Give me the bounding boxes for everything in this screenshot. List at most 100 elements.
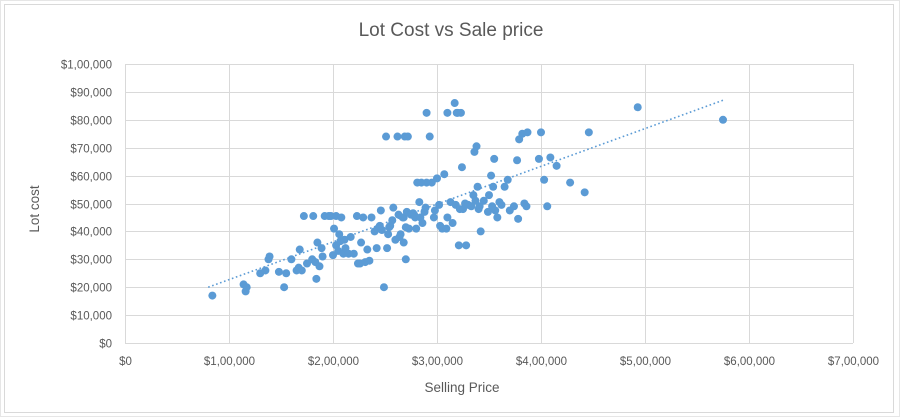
data-point — [473, 182, 482, 191]
data-point — [299, 212, 308, 221]
data-point — [440, 170, 449, 179]
x-tick-label: $5,00,000 — [620, 356, 671, 368]
chart-title: Lot Cost vs Sale price — [359, 20, 544, 41]
data-point — [367, 213, 376, 222]
data-point — [433, 174, 441, 183]
data-point — [377, 226, 386, 235]
data-point — [509, 202, 518, 211]
x-tick-label: $1,00,000 — [204, 356, 255, 368]
y-tick-label: $30,000 — [70, 255, 112, 267]
data-point — [523, 128, 532, 137]
data-point — [208, 291, 217, 300]
data-point — [489, 182, 498, 191]
x-tick-label: $3,00,000 — [412, 356, 463, 368]
data-point — [422, 108, 431, 117]
y-tick-label: $90,000 — [70, 88, 112, 100]
data-point — [349, 249, 358, 258]
data-point — [282, 269, 291, 278]
data-point — [425, 132, 434, 141]
data-point — [384, 230, 393, 239]
y-tick-label: $10,000 — [70, 311, 112, 323]
data-points — [208, 99, 727, 300]
x-axis-tick-labels: $0 $1,00,000 $2,00,000 $3,00,000 $4,00,000 $5… — [119, 356, 879, 368]
data-point — [365, 256, 374, 265]
data-point — [456, 108, 465, 117]
data-point — [537, 128, 545, 137]
x-tick-label: $0 — [119, 356, 132, 368]
x-tick-label: $4,00,000 — [516, 356, 567, 368]
data-point — [297, 266, 306, 275]
y-tick-label: $60,000 — [70, 172, 112, 184]
data-point — [415, 198, 424, 207]
y-tick-label: $1,00,000 — [61, 60, 112, 72]
data-point — [483, 207, 492, 216]
data-point — [430, 206, 439, 215]
data-point — [274, 267, 283, 276]
x-axis-title: Selling Price — [424, 380, 499, 395]
data-point — [295, 245, 304, 254]
data-point — [552, 161, 561, 170]
y-axis-title: Lot cost — [27, 185, 42, 233]
linear-trendline — [207, 99, 724, 288]
data-point — [396, 230, 405, 239]
data-point — [379, 283, 388, 292]
data-point — [442, 224, 451, 233]
x-tick-label: $7,00,000 — [828, 356, 879, 368]
data-point — [261, 266, 270, 275]
data-point — [359, 213, 368, 222]
data-point — [383, 244, 392, 253]
data-point — [457, 163, 466, 172]
data-point — [485, 191, 493, 200]
data-point — [346, 232, 355, 241]
data-point — [633, 103, 642, 112]
data-point — [265, 252, 274, 261]
data-point — [500, 182, 509, 191]
data-point — [566, 178, 575, 187]
data-point — [363, 245, 372, 254]
y-tick-label: $50,000 — [70, 200, 112, 212]
data-point — [580, 188, 589, 197]
data-point — [522, 202, 531, 211]
data-point — [287, 255, 296, 264]
data-point — [318, 252, 327, 261]
data-point — [584, 128, 593, 137]
y-tick-label: $20,000 — [70, 283, 112, 295]
data-point — [357, 238, 366, 247]
data-point — [376, 206, 385, 215]
data-point — [313, 238, 322, 247]
y-tick-label: $80,000 — [70, 116, 112, 128]
x-tick-label: $2,00,000 — [308, 356, 359, 368]
data-point — [513, 156, 522, 165]
data-point — [435, 200, 444, 209]
data-point — [337, 213, 346, 222]
data-point — [312, 274, 321, 283]
data-point — [372, 244, 381, 253]
data-point — [719, 115, 727, 124]
data-point — [403, 132, 412, 141]
data-point — [418, 219, 427, 228]
data-point — [340, 235, 349, 244]
data-point — [280, 283, 289, 292]
data-point — [514, 214, 523, 223]
data-point — [491, 206, 500, 215]
y-tick-label: $0 — [99, 339, 112, 351]
data-point — [479, 196, 488, 205]
data-point — [335, 230, 344, 239]
y-tick-label: $70,000 — [70, 144, 112, 156]
data-point — [330, 224, 339, 233]
data-point — [543, 202, 552, 211]
data-point — [401, 255, 410, 264]
data-point — [382, 132, 391, 141]
data-point — [476, 227, 485, 236]
data-point — [315, 262, 324, 271]
data-point — [467, 202, 476, 211]
data-point — [454, 241, 463, 250]
data-point — [475, 202, 484, 211]
data-point — [490, 154, 499, 163]
data-point — [462, 241, 471, 250]
chart-area[interactable]: Lot Cost vs Sale price $0 $10,000 $20,000 $… — [4, 4, 894, 413]
vertical-gridlines — [125, 64, 854, 343]
data-point — [317, 244, 326, 253]
data-point — [399, 238, 408, 247]
data-point — [429, 213, 438, 222]
